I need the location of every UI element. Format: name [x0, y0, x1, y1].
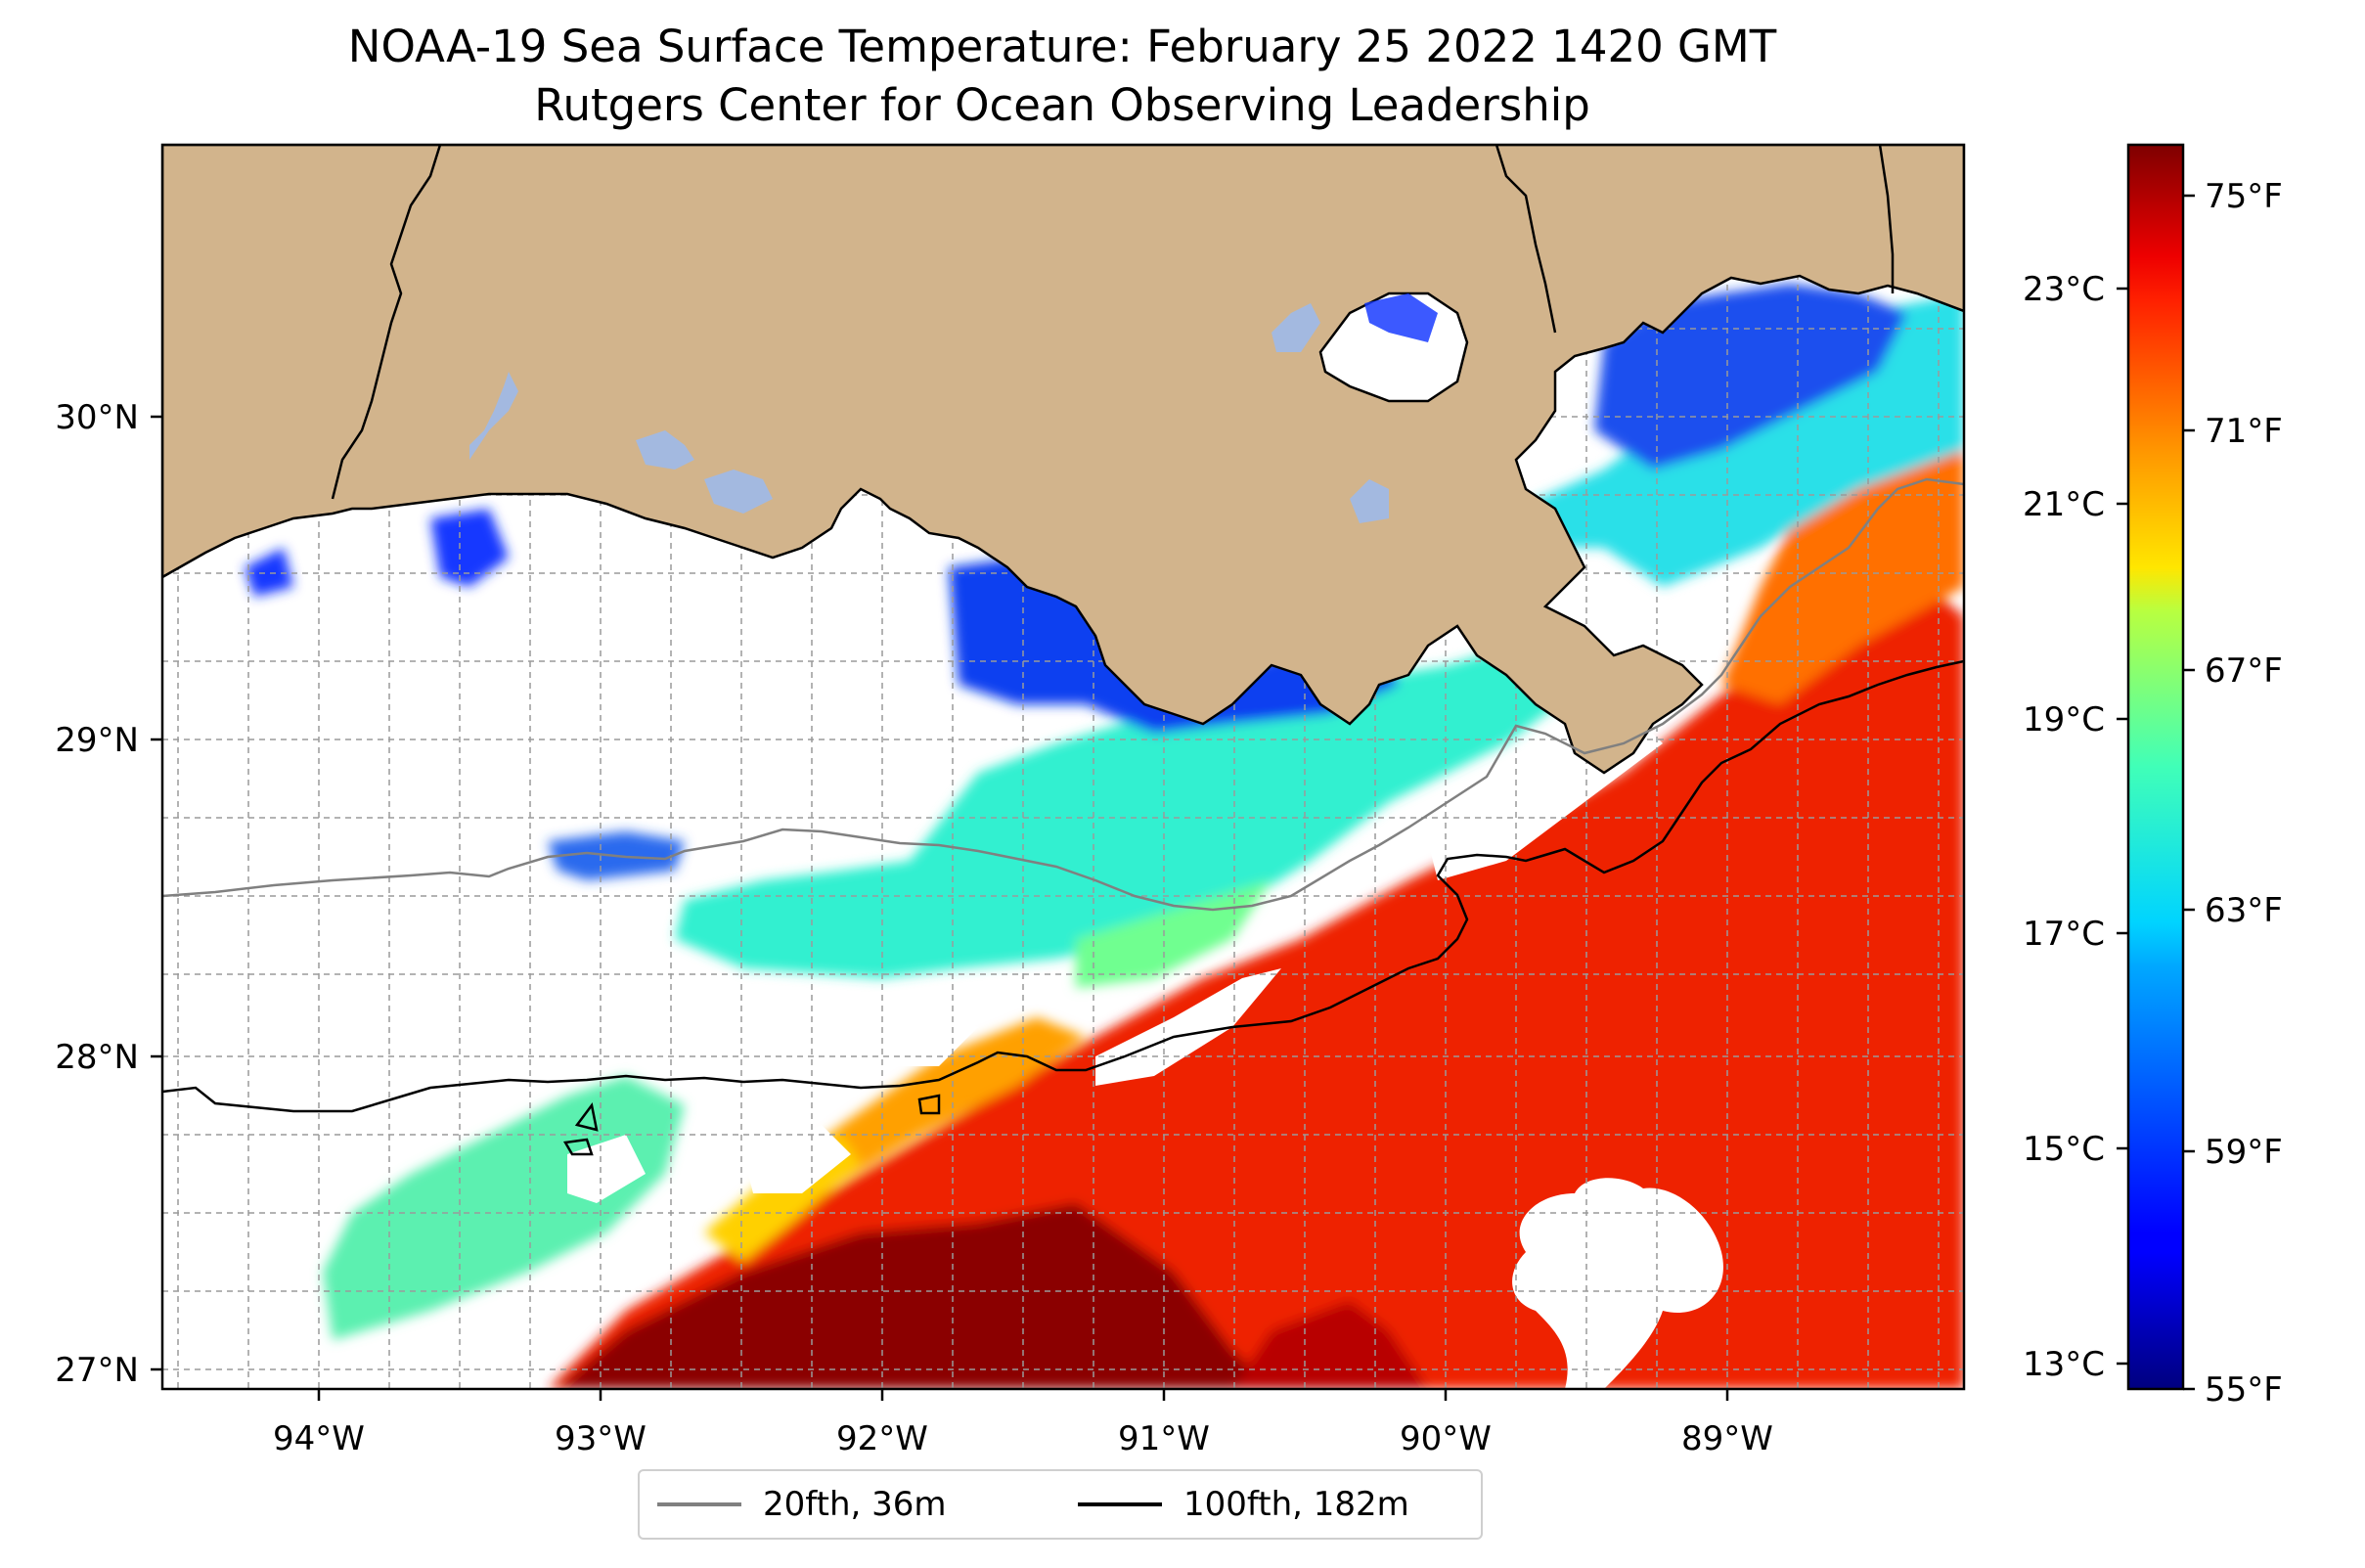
legend-item-20fth: 20fth, 36m — [657, 1471, 947, 1538]
map-subtitle: Rutgers Center for Ocean Observing Leade… — [534, 79, 1590, 131]
lon-label: 93°W — [555, 1419, 647, 1458]
map-title: NOAA-19 Sea Surface Temperature: Februar… — [347, 21, 1777, 72]
colorbar-fahrenheit-ticks — [2183, 194, 2195, 1391]
lon-tick-labels: 94°W 93°W 92°W 91°W 90°W 89°W — [273, 1419, 1773, 1458]
lat-tick-labels: 27°N 28°N 29°N 30°N — [55, 398, 139, 1390]
fahrenheit-label: 55°F — [2205, 1370, 2283, 1410]
lon-ticks — [317, 1389, 1729, 1401]
legend-item-100fth: 100fth, 182m — [1078, 1471, 1409, 1538]
celsius-label: 19°C — [2023, 700, 2105, 739]
inland-lakes — [469, 303, 1389, 523]
celsius-label: 15°C — [2023, 1130, 2105, 1169]
celsius-label: 13°C — [2023, 1345, 2105, 1384]
lat-ticks — [151, 415, 162, 1371]
fahrenheit-label: 59°F — [2205, 1133, 2283, 1172]
sst-cold-inshore — [1594, 284, 1907, 470]
map-area — [162, 145, 1964, 1389]
celsius-label: 21°C — [2023, 485, 2105, 524]
colorbar-gradient — [2126, 143, 2185, 1391]
sst-cold-inshore — [949, 558, 1399, 734]
colorbar-celsius-ticks — [2117, 287, 2128, 1366]
fahrenheit-label: 75°F — [2205, 177, 2283, 216]
sst-cold-inshore — [245, 548, 293, 597]
colorbar: 13°C 15°C 17°C 19°C 21°C 23°C 55°F 59°F … — [2023, 143, 2283, 1410]
contour-100fth-islands — [562, 1094, 941, 1156]
lat-label: 30°N — [55, 398, 139, 437]
lon-label: 94°W — [273, 1419, 365, 1458]
state-borders — [331, 145, 1895, 500]
lon-label: 92°W — [836, 1419, 928, 1458]
lon-label: 91°W — [1118, 1419, 1210, 1458]
legend-label-20fth: 20fth, 36m — [763, 1485, 947, 1524]
sst-hot-core — [1232, 1301, 1428, 1389]
sst-transition — [1721, 450, 1964, 704]
sst-cool-shelf — [1076, 880, 1272, 988]
lon-label: 90°W — [1400, 1419, 1492, 1458]
lat-label: 29°N — [55, 721, 139, 760]
lon-label: 89°W — [1681, 1419, 1773, 1458]
legend-swatch-100fth — [1078, 1502, 1162, 1506]
fahrenheit-label: 71°F — [2205, 412, 2283, 451]
map-frame — [160, 143, 1966, 1391]
lat-label: 27°N — [55, 1351, 139, 1390]
sst-cool-shelf — [675, 636, 1584, 978]
contour-20fth — [162, 477, 1964, 912]
celsius-label: 23°C — [2023, 270, 2105, 309]
land-mass — [162, 145, 1964, 775]
contour-legend: 20fth, 36m 100fth, 182m — [638, 1469, 1483, 1540]
legend-swatch-20fth — [657, 1502, 741, 1506]
celsius-label: 17°C — [2023, 915, 2105, 954]
contour-100fth — [162, 659, 1964, 1113]
lat-label: 28°N — [55, 1038, 139, 1077]
sst-cold-inshore — [430, 509, 509, 587]
legend-label-100fth: 100fth, 182m — [1183, 1485, 1409, 1524]
fahrenheit-label: 63°F — [2205, 891, 2283, 930]
lake-pontchartrain-cold — [1364, 293, 1438, 342]
fahrenheit-label: 67°F — [2205, 651, 2283, 691]
sst-cool-shelf — [323, 1076, 685, 1340]
